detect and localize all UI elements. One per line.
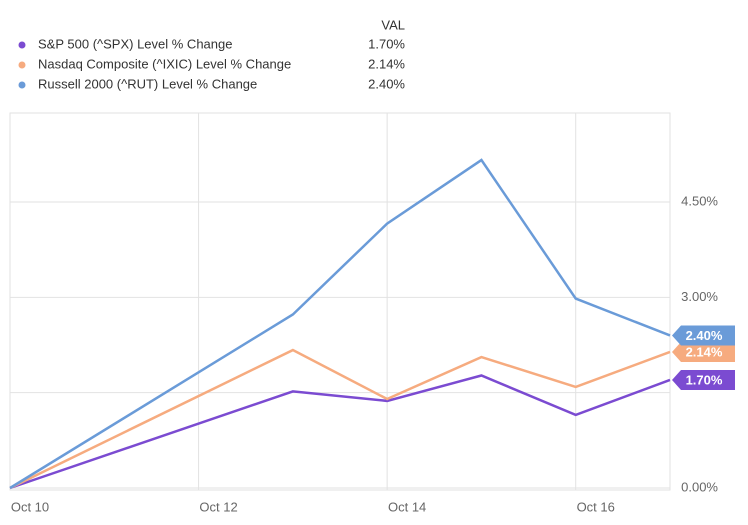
legend-value: 2.40% xyxy=(368,76,405,91)
legend-value: 1.70% xyxy=(368,36,405,51)
end-label: 2.40% xyxy=(686,328,723,343)
y-tick-label: 4.50% xyxy=(681,193,718,208)
x-tick-label: Oct 14 xyxy=(388,499,426,514)
legend-label: S&P 500 (^SPX) Level % Change xyxy=(38,36,232,51)
end-label: 2.14% xyxy=(686,344,723,359)
y-tick-label: 0.00% xyxy=(681,479,718,494)
legend-swatch xyxy=(18,61,26,69)
x-tick-label: Oct 16 xyxy=(577,499,615,514)
y-tick-label: 3.00% xyxy=(681,289,718,304)
end-flag xyxy=(672,325,735,346)
series-line xyxy=(9,374,671,490)
end-label: 1.70% xyxy=(686,372,723,387)
end-flag xyxy=(672,369,735,390)
legend-label: Russell 2000 (^RUT) Level % Change xyxy=(38,76,257,91)
legend-swatch xyxy=(18,81,26,89)
series-line xyxy=(9,348,671,490)
plot-frame xyxy=(9,112,671,491)
legend-value: 2.14% xyxy=(368,56,405,71)
series-line xyxy=(9,158,671,490)
x-tick-label: Oct 10 xyxy=(11,499,49,514)
x-tick-label: Oct 12 xyxy=(199,499,237,514)
end-flag xyxy=(672,341,735,362)
legend-header: VAL xyxy=(381,17,405,32)
legend-swatch xyxy=(18,41,26,49)
legend-label: Nasdaq Composite (^IXIC) Level % Change xyxy=(38,56,291,71)
